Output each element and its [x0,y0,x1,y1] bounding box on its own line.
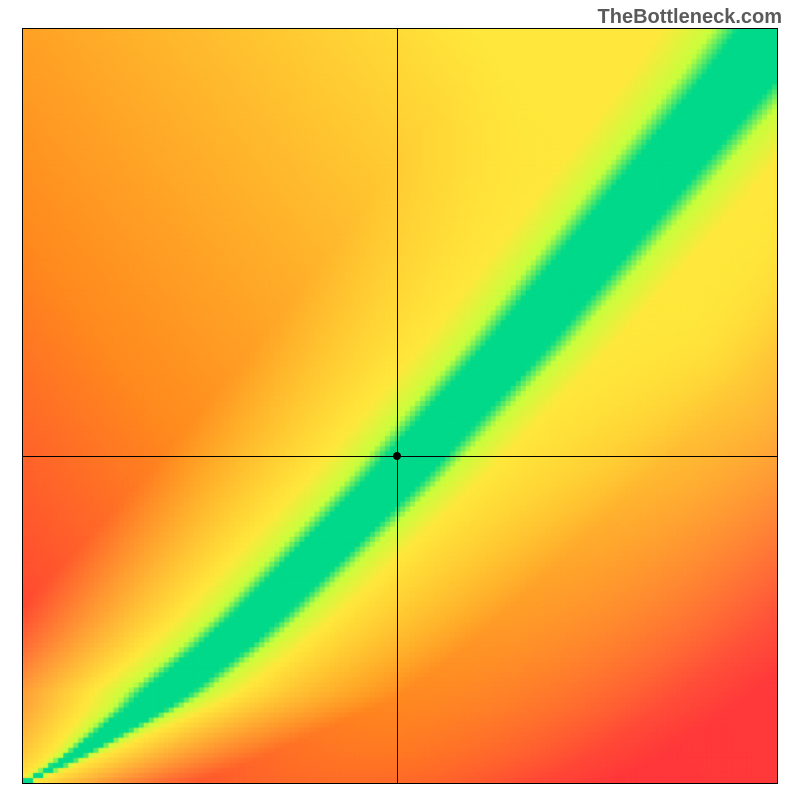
watermark-text: TheBottleneck.com [598,6,782,29]
crosshair-vertical [397,29,398,783]
heatmap-plot [22,28,778,784]
marker-point [393,452,401,460]
heatmap-canvas [23,29,777,783]
